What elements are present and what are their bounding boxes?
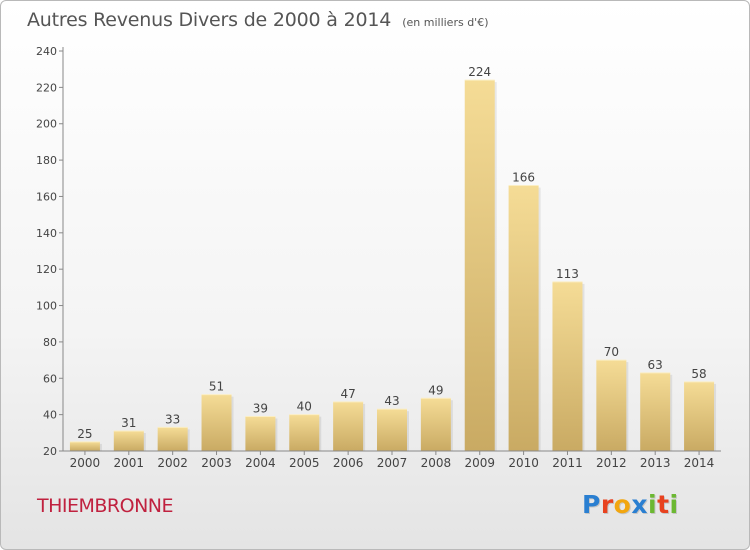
- y-tick-label: 220: [36, 81, 57, 94]
- y-tick-label: 20: [43, 445, 57, 458]
- bar: [596, 360, 627, 451]
- bar-value-label: 47: [340, 387, 355, 401]
- y-tick-label: 80: [43, 336, 57, 349]
- chart-title: Autres Revenus Divers de 2000 à 2014: [27, 9, 392, 31]
- y-tick-label: 140: [36, 227, 57, 240]
- bar-value-label: 33: [165, 412, 180, 426]
- x-tick-label: 2012: [596, 456, 627, 470]
- bar: [377, 409, 407, 451]
- bar-value-label: 39: [253, 401, 268, 415]
- commune-name: THIEMBRONNE: [37, 495, 174, 517]
- x-axis: 2000 2001 2002 2003 2004 2005 2006 2007 2008 2009…: [63, 450, 721, 470]
- bar-value-label: 40: [297, 400, 312, 414]
- bar: [464, 80, 495, 451]
- y-tick-label: 100: [36, 300, 57, 313]
- bar-value-label: 49: [428, 383, 443, 397]
- logo-letter: i: [648, 490, 658, 519]
- bar: [113, 431, 144, 451]
- x-tick-label: 2013: [640, 456, 671, 470]
- bar-value-label: 25: [77, 427, 92, 441]
- bar: [640, 372, 671, 451]
- bar-value-label: 51: [209, 380, 224, 394]
- y-tick-label: 240: [36, 45, 57, 58]
- logo-letter: i: [669, 490, 679, 519]
- bar-value-label: 43: [384, 394, 399, 408]
- bar-value-label: 166: [512, 171, 535, 185]
- x-tick-label: 2004: [245, 456, 276, 470]
- chart-subtitle: (en milliers d'€): [402, 16, 489, 29]
- bar: [201, 394, 232, 451]
- x-tick-label: 2014: [684, 456, 715, 470]
- x-tick-label: 2011: [552, 456, 583, 470]
- bar-value-label: 31: [121, 416, 136, 430]
- bar: [157, 427, 188, 451]
- x-tick-label: 2006: [333, 456, 364, 470]
- bar: [420, 398, 451, 451]
- y-axis: 20 40 60 80 100 120 140 160 180 200 220 240: [36, 45, 64, 458]
- y-tick-label: 120: [36, 263, 57, 276]
- bar: [333, 401, 364, 451]
- bar-value-label: 63: [648, 358, 663, 372]
- y-tick-label: 180: [36, 154, 57, 167]
- bar: [508, 185, 539, 451]
- logo-letter: t: [657, 490, 670, 519]
- logo-letter: x: [631, 490, 648, 519]
- x-tick-label: 2007: [377, 456, 408, 470]
- bar: [245, 416, 276, 451]
- y-tick-label: 40: [43, 409, 57, 422]
- title-row: Autres Revenus Divers de 2000 à 2014 (en…: [27, 9, 489, 31]
- bar-value-label: 58: [691, 367, 706, 381]
- bar: [69, 441, 100, 451]
- bar-value-label: 70: [604, 345, 619, 359]
- x-tick-label: 2008: [421, 456, 452, 470]
- x-tick-label: 2009: [464, 456, 495, 470]
- bar: [684, 381, 715, 451]
- x-tick-label: 2003: [201, 456, 232, 470]
- y-tick-label: 60: [43, 372, 57, 385]
- bar-value-label: 113: [556, 267, 579, 281]
- y-tick-label: 200: [36, 118, 57, 131]
- x-tick-label: 2005: [289, 456, 320, 470]
- x-tick-label: 2001: [114, 456, 145, 470]
- x-tick-label: 2010: [508, 456, 539, 470]
- bars: 25 31 33 51 39 40 47 43 49 224 166 113 70 63 58: [69, 65, 717, 451]
- proxiti-logo[interactable]: Proxiti: [582, 490, 679, 519]
- bar: [552, 281, 583, 451]
- bar-value-label: 224: [468, 65, 491, 79]
- x-tick-label: 2000: [70, 456, 101, 470]
- bar: [289, 414, 320, 451]
- logo-letter: P: [582, 490, 601, 519]
- x-tick-label: 2002: [157, 456, 188, 470]
- y-tick-label: 160: [36, 190, 57, 203]
- logo-letter: o: [613, 490, 632, 519]
- logo-letter: r: [600, 490, 614, 519]
